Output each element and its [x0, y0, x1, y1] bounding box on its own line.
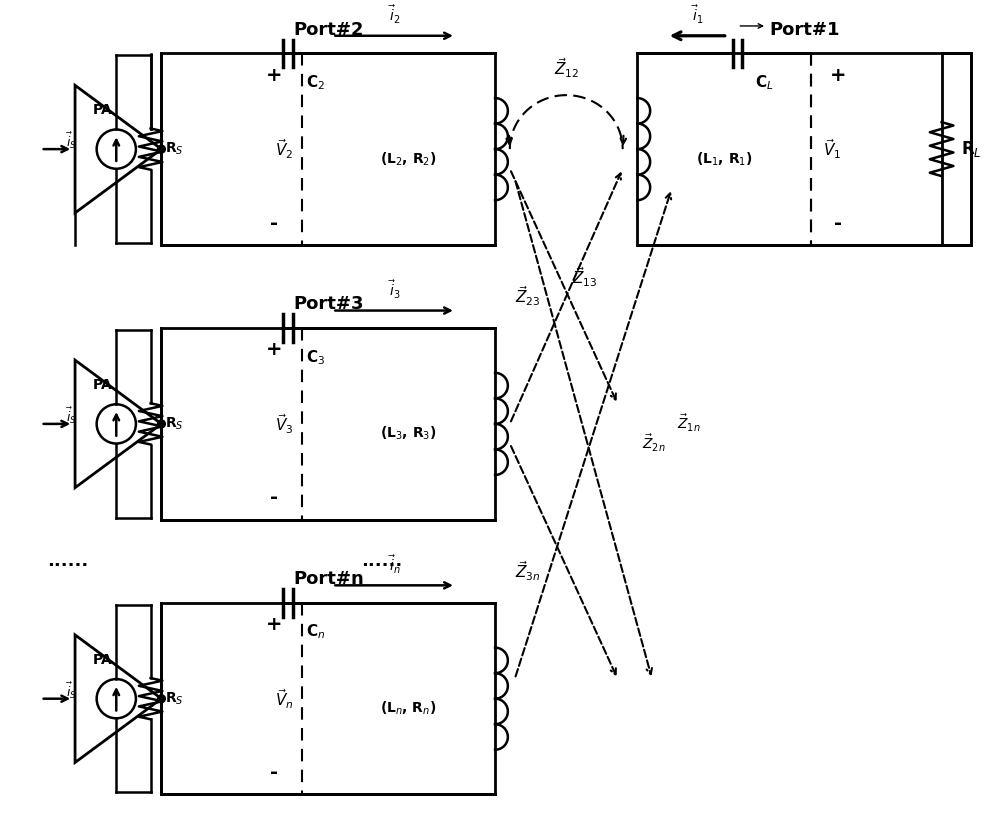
Text: $\vec{i}_S$: $\vec{i}_S$ [66, 681, 77, 701]
Circle shape [157, 145, 165, 153]
Text: $\vec{Z}_{2n}$: $\vec{Z}_{2n}$ [642, 433, 666, 454]
Text: PA: PA [93, 103, 112, 117]
Text: $\vec{Z}_{3n}$: $\vec{Z}_{3n}$ [515, 559, 540, 583]
Text: PA: PA [93, 378, 112, 392]
Text: $\vec{Z}_{23}$: $\vec{Z}_{23}$ [515, 284, 540, 308]
Bar [161, 329, 495, 520]
Text: $\vec{i}_3$: $\vec{i}_3$ [388, 278, 400, 301]
Text: +: + [266, 65, 282, 84]
Bar [161, 603, 495, 794]
Text: PA: PA [93, 653, 112, 666]
Text: (L$_2$, R$_2$): (L$_2$, R$_2$) [380, 150, 436, 168]
Text: $\vec{i}_2$: $\vec{i}_2$ [388, 4, 400, 26]
Text: ......: ...... [362, 553, 403, 570]
Text: $\vec{V}_3$: $\vec{V}_3$ [275, 412, 294, 436]
Text: (L$_n$, R$_n$): (L$_n$, R$_n$) [380, 700, 436, 717]
Text: $\vec{Z}_{12}$: $\vec{Z}_{12}$ [554, 57, 579, 80]
Text: -: - [834, 214, 842, 232]
Text: $\vec{i}_n$: $\vec{i}_n$ [388, 553, 400, 575]
Text: +: + [830, 65, 847, 84]
Text: -: - [270, 488, 278, 507]
Text: ......: ...... [48, 553, 89, 570]
Text: $\vec{i}_S$: $\vec{i}_S$ [66, 131, 77, 151]
Text: C$_3$: C$_3$ [306, 348, 325, 366]
Text: (L$_1$, R$_1$): (L$_1$, R$_1$) [696, 150, 752, 168]
Text: C$_n$: C$_n$ [306, 623, 325, 641]
Bar [161, 54, 495, 245]
Text: $\vec{V}_2$: $\vec{V}_2$ [275, 137, 294, 161]
Text: $\vec{i}_1$: $\vec{i}_1$ [691, 4, 703, 26]
Text: Port#1: Port#1 [769, 21, 839, 38]
Text: $\vec{V}_n$: $\vec{V}_n$ [275, 687, 294, 711]
Text: $\vec{Z}_{13}$: $\vec{Z}_{13}$ [572, 265, 598, 288]
Text: $\vec{i}_S$: $\vec{i}_S$ [66, 405, 77, 426]
Text: +: + [266, 615, 282, 634]
Text: C$_L$: C$_L$ [755, 73, 774, 92]
Text: Port#2: Port#2 [293, 21, 364, 38]
Text: C$_2$: C$_2$ [306, 73, 325, 92]
Text: (L$_3$, R$_3$): (L$_3$, R$_3$) [380, 425, 436, 442]
Text: R$_S$: R$_S$ [165, 691, 184, 707]
Text: Port#3: Port#3 [293, 295, 364, 314]
Text: R$_S$: R$_S$ [165, 415, 184, 432]
Text: $\vec{Z}_{1n}$: $\vec{Z}_{1n}$ [677, 413, 700, 435]
Text: R$_S$: R$_S$ [165, 141, 184, 157]
Text: Port#n: Port#n [293, 570, 364, 589]
Text: +: + [266, 340, 282, 359]
Text: $\vec{V}_1$: $\vec{V}_1$ [823, 137, 841, 161]
Circle shape [157, 695, 165, 702]
Circle shape [157, 420, 165, 428]
Text: R$_L$: R$_L$ [961, 139, 982, 159]
Bar [637, 54, 971, 245]
Text: -: - [270, 763, 278, 782]
Text: -: - [270, 214, 278, 232]
